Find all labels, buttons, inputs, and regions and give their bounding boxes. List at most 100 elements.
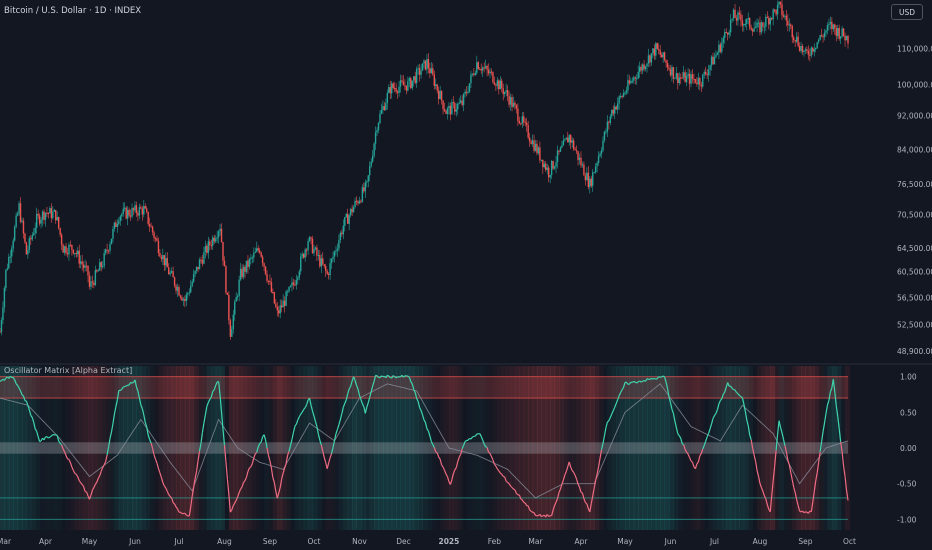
oscillator-main-segment	[48, 436, 51, 439]
candle-body	[427, 59, 430, 69]
oscillator-main-segment	[631, 380, 635, 383]
candle-body	[84, 265, 86, 268]
price-candle	[380, 103, 383, 115]
oscillator-pane[interactable]	[0, 374, 849, 518]
oscillator-main-segment	[323, 457, 327, 463]
price-candle	[78, 244, 80, 269]
candle-body	[138, 207, 141, 216]
price-candle	[242, 264, 245, 280]
candle-body	[443, 109, 446, 111]
candle-body	[348, 215, 350, 224]
oscillator-main-segment	[665, 382, 669, 389]
candle-body	[527, 125, 529, 138]
candle-body	[797, 36, 799, 46]
candle-body	[363, 187, 365, 192]
price-candle	[289, 284, 292, 288]
price-candle	[144, 203, 146, 210]
oscillator-main-segment	[429, 435, 432, 442]
candle-body	[272, 292, 274, 294]
price-candle	[826, 22, 829, 35]
candle-body	[207, 241, 210, 253]
candle-body	[11, 248, 13, 257]
candle-body	[96, 270, 98, 272]
oscillator-main-segment	[513, 488, 516, 491]
price-candle	[191, 278, 193, 288]
oscillator-main-segment	[94, 481, 98, 485]
oscillator-main-segment	[760, 487, 764, 492]
candle-body	[467, 91, 469, 93]
price-candle	[622, 89, 625, 98]
oscillator-bg-strip	[118, 366, 124, 530]
oscillator-main-segment	[731, 387, 734, 391]
time-tick-label: Apr	[574, 537, 588, 546]
price-candle	[159, 248, 161, 258]
oscillator-main-segment	[432, 444, 435, 448]
price-candle	[804, 47, 807, 55]
price-candle	[618, 95, 620, 111]
price-candle	[210, 239, 212, 250]
price-candle	[562, 134, 565, 146]
price-candle	[568, 134, 570, 146]
price-candle	[424, 60, 427, 71]
price-candle	[710, 55, 713, 71]
price-candle	[608, 120, 610, 130]
candle-body	[533, 140, 535, 151]
oscillator-main-segment	[272, 477, 275, 483]
candle-body	[166, 258, 168, 268]
candle-body	[71, 245, 73, 250]
candle-body	[572, 140, 575, 150]
time-tick-label: 2025	[439, 537, 460, 546]
price-candle	[138, 203, 141, 220]
oscillator-main-segment	[156, 462, 160, 469]
oscillator-main-segment	[141, 408, 145, 416]
candle-body	[349, 208, 352, 216]
price-pane[interactable]	[0, 0, 849, 341]
price-candle	[225, 265, 227, 295]
price-candle	[15, 212, 17, 229]
oscillator-main-segment	[785, 452, 789, 461]
candle-body	[97, 270, 99, 272]
candle-body	[320, 258, 323, 267]
price-candle	[157, 237, 160, 257]
candle-body	[713, 56, 716, 65]
candle-body	[845, 35, 848, 41]
candle-body	[759, 22, 761, 33]
oscillator-main-segment	[602, 435, 606, 444]
oscillator-main-segment	[832, 379, 836, 393]
candle-body	[760, 22, 763, 33]
price-candle	[747, 12, 749, 25]
oscillator-bg-strip	[611, 366, 617, 530]
candle-body	[691, 74, 694, 79]
candle-body	[217, 231, 220, 238]
candle-body	[481, 67, 484, 71]
time-tick-label: Jun	[664, 537, 677, 546]
oscillator-main-segment	[769, 495, 773, 512]
oscillator-bg-strip	[616, 366, 622, 530]
candle-body	[74, 253, 76, 255]
oscillator-main-segment	[237, 492, 240, 497]
oscillator-main-segment	[488, 451, 491, 454]
price-candle	[415, 66, 418, 88]
candle-body	[235, 297, 237, 302]
candle-body	[732, 9, 735, 19]
oscillator-main-segment	[350, 380, 353, 387]
oscillator-main-segment	[204, 406, 208, 415]
price-candle	[247, 255, 249, 274]
price-candle	[795, 32, 798, 44]
oscillator-main-segment	[840, 441, 843, 452]
oscillator-bg-strip	[13, 366, 19, 530]
price-candle	[436, 83, 438, 94]
oscillator-main-segment	[78, 480, 82, 484]
oscillator-main-segment	[524, 502, 528, 507]
candle-body	[302, 253, 305, 258]
currency-button[interactable]: USD	[891, 4, 923, 20]
oscillator-main-segment	[686, 451, 689, 455]
candle-body	[57, 217, 60, 229]
candle-body	[834, 24, 836, 29]
price-candle	[282, 294, 284, 308]
price-candle	[358, 196, 361, 205]
oscillator-main-segment	[802, 510, 805, 514]
price-candle	[432, 63, 434, 76]
price-candle	[21, 217, 23, 224]
